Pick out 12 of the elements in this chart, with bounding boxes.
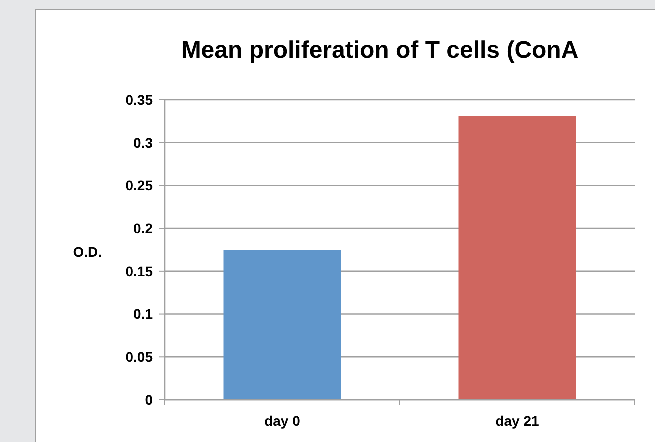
y-axis-title: O.D. bbox=[73, 244, 102, 260]
y-tick-label: 0.05 bbox=[126, 349, 154, 366]
y-tick-label: 0.1 bbox=[134, 306, 154, 322]
y-tick-label: 0.35 bbox=[126, 92, 154, 108]
chart-title: Mean proliferation of T cells (ConA bbox=[181, 37, 579, 64]
y-tick-label: 0.2 bbox=[134, 220, 154, 236]
x-tick-label: day 0 bbox=[264, 413, 301, 429]
y-tick-label: 0.3 bbox=[134, 134, 154, 151]
y-tick-label: 0 bbox=[145, 392, 154, 408]
y-tick-label: 0.15 bbox=[126, 263, 154, 280]
x-tick-label: day 21 bbox=[496, 413, 540, 429]
y-tick-label: 0.25 bbox=[126, 178, 154, 194]
